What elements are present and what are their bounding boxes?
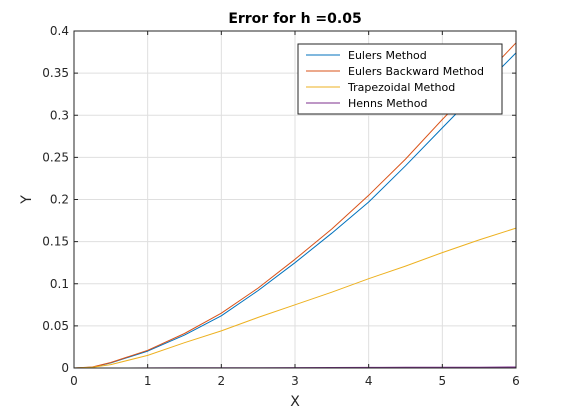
- y-tick-label: 0.25: [42, 150, 69, 164]
- y-tick-label: 0: [61, 361, 69, 375]
- ticks: 0 1 2 3 4 5 6 0 0.05 0.1 0.15 0.2 0.25 0.3 0.35 0.4: [42, 24, 520, 388]
- legend-box: [297, 43, 503, 115]
- legend: Eulers Method Eulers Backward Method Trape…: [297, 43, 503, 115]
- x-tick-label: 0: [70, 374, 78, 388]
- y-tick-label: 0.1: [50, 277, 69, 291]
- x-tick-label: 3: [291, 374, 299, 388]
- y-tick-label: 0.35: [42, 66, 69, 80]
- y-axis-label: Y: [19, 195, 35, 205]
- x-tick-label: 4: [365, 374, 373, 388]
- y-tick-label: 0.4: [50, 24, 69, 38]
- series-line-trapezoidal-method: [73, 227, 517, 369]
- legend-label: Eulers Method: [348, 49, 427, 62]
- legend-label: Henns Method: [348, 97, 427, 110]
- y-tick-label: 0.2: [50, 193, 69, 207]
- x-tick-label: 2: [218, 374, 226, 388]
- x-axis-label: X: [290, 394, 300, 410]
- legend-label: Eulers Backward Method: [348, 65, 484, 78]
- x-tick-label: 5: [439, 374, 447, 388]
- series-line-eulers-backward-method: [73, 42, 517, 369]
- y-tick-label: 0.15: [42, 235, 69, 249]
- x-tick-label: 1: [144, 374, 152, 388]
- y-tick-label: 0.3: [50, 108, 69, 122]
- chart-title: Error for h =0.05: [228, 11, 361, 27]
- legend-label: Trapezoidal Method: [347, 81, 455, 94]
- x-tick-label: 6: [512, 374, 520, 388]
- y-tick-label: 0.05: [42, 319, 69, 333]
